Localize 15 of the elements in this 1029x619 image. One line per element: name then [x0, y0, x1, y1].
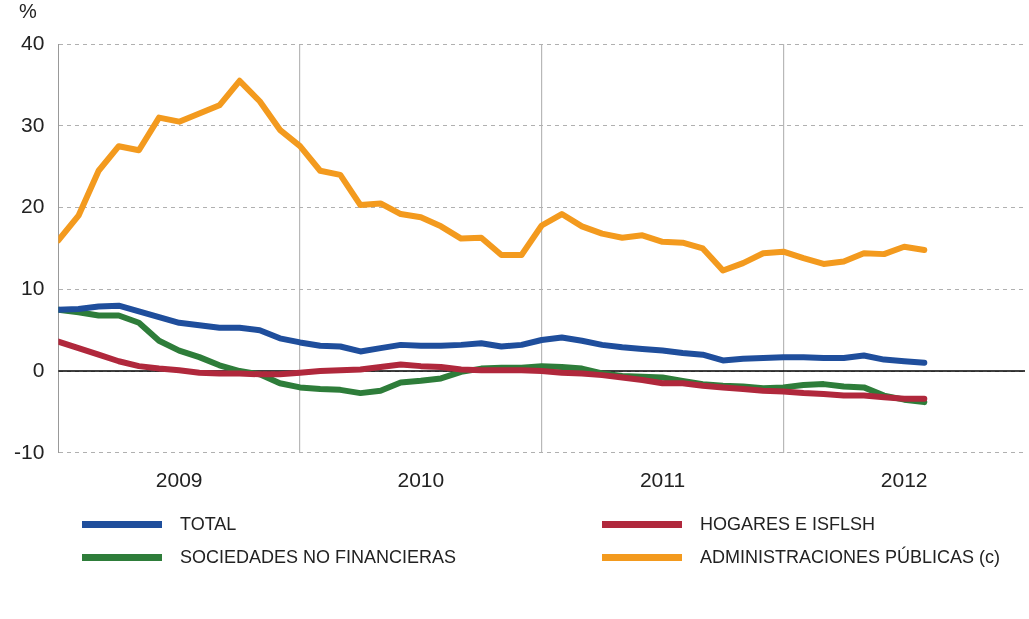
- x-tick-label: 2012: [880, 468, 928, 492]
- y-tick-label: 30: [20, 112, 45, 136]
- legend-label: ADMINISTRACIONES PÚBLICAS (c): [700, 547, 1001, 568]
- y-tick-label: 0: [32, 357, 45, 381]
- legend-label: SOCIEDADES NO FINANCIERAS: [180, 547, 457, 568]
- y-tick-label: 10: [20, 276, 45, 300]
- y-tick-label: -10: [13, 439, 45, 463]
- legend-label: TOTAL: [180, 514, 237, 535]
- y-tick-label: 40: [20, 30, 45, 54]
- x-tick-label: 2010: [397, 468, 445, 492]
- x-tick-label: 2009: [155, 468, 203, 492]
- y-axis-title: %: [19, 0, 38, 22]
- legend-label: HOGARES E ISFLSH: [700, 514, 876, 535]
- y-tick-label: 20: [20, 194, 45, 218]
- x-tick-label: 2011: [639, 468, 686, 492]
